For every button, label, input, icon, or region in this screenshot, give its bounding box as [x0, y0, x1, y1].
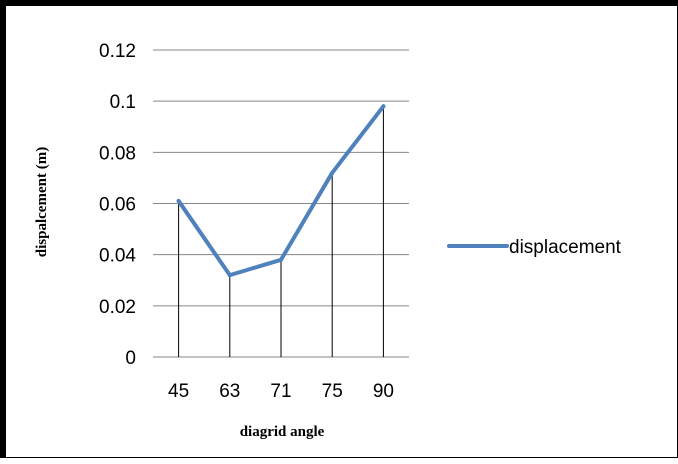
- data-point: [279, 257, 283, 262]
- y-tick-label: 0.08: [99, 143, 136, 164]
- x-axis-ticks: 45 63 71 75 90: [168, 381, 394, 402]
- drop-lines: [178, 106, 384, 357]
- legend-label-displacement: displacement: [509, 237, 622, 258]
- data-point: [227, 273, 232, 278]
- legend: displacement: [447, 237, 622, 258]
- gridlines: [153, 49, 409, 358]
- y-tick-label: 0.12: [99, 41, 136, 62]
- data-point: [176, 198, 181, 203]
- data-point: [330, 170, 335, 175]
- x-tick-label: 90: [373, 381, 394, 402]
- y-tick-label: 0.04: [99, 246, 136, 267]
- data-point: [381, 104, 386, 109]
- x-tick-label: 75: [322, 381, 343, 402]
- y-axis-title: dispalcement (m): [34, 147, 50, 257]
- y-tick-label: 0: [125, 348, 136, 369]
- x-tick-label: 71: [270, 381, 291, 402]
- x-tick-label: 45: [168, 381, 189, 402]
- series-line-displacement: [176, 104, 386, 278]
- y-tick-label: 0.1: [110, 92, 136, 113]
- y-tick-label: 0.02: [99, 297, 136, 318]
- y-tick-label: 0.06: [99, 195, 136, 216]
- line-chart: 0 0.02 0.04 0.06 0.08 0.1 0.12 45 63 71 75 90 disp…: [34, 41, 622, 440]
- x-axis-title: diagrid angle: [240, 424, 325, 440]
- series-layer: [176, 104, 386, 278]
- x-tick-label: 63: [219, 381, 240, 402]
- y-axis-ticks: 0 0.02 0.04 0.06 0.08 0.1 0.12: [99, 41, 136, 369]
